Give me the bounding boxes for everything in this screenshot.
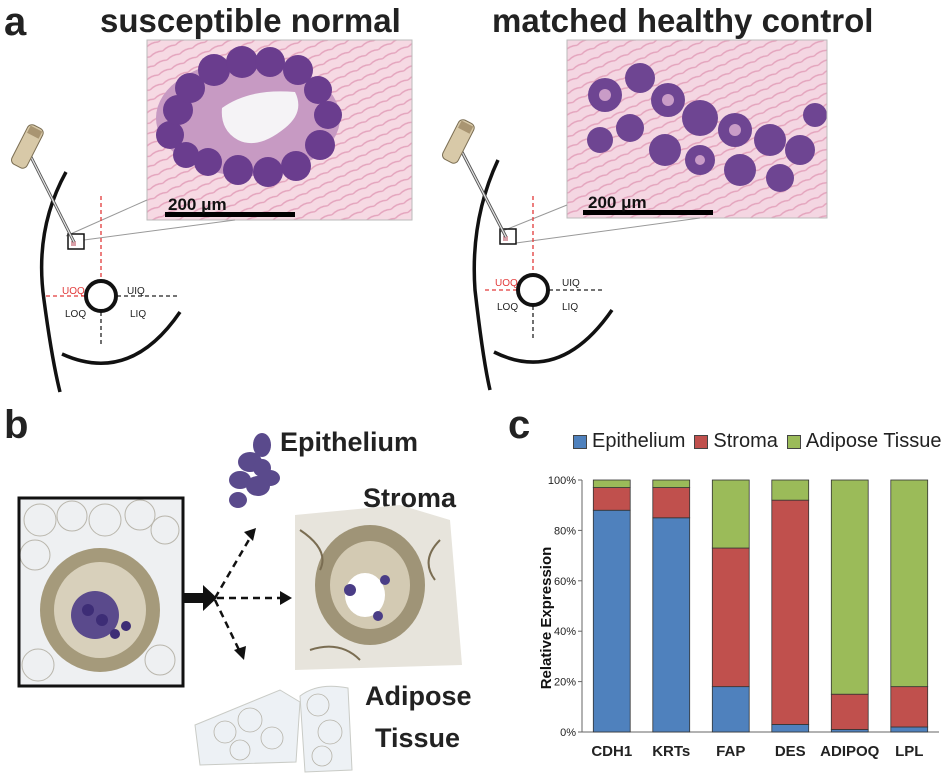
x-tick-label: ADIPOQ <box>820 743 880 760</box>
panel-b-letter: b <box>4 403 29 447</box>
bar-des-stroma <box>771 499 810 725</box>
left-breast-diagram <box>11 124 236 393</box>
y-axis-label: Relative Expression <box>538 547 555 690</box>
right-histology-image <box>566 39 828 219</box>
adipose-tissue-image <box>194 685 353 773</box>
bar-cdh1-adipose-tissue <box>592 479 631 488</box>
epithelium-fragments-image <box>229 433 280 508</box>
left-scale-label: 200 μm <box>168 195 227 214</box>
bar-fap-epithelium <box>711 686 750 733</box>
bar-cdh1-stroma <box>592 487 631 511</box>
right-uiq-label: UIQ <box>562 278 580 289</box>
right-title: matched healthy control <box>492 2 874 39</box>
y-tick-label: 100% <box>548 475 576 487</box>
right-liq-label: LIQ <box>562 302 578 313</box>
left-uoq-label: UOQ <box>62 286 85 297</box>
legend-epithelium-swatch <box>573 434 587 449</box>
y-tick-label: 20% <box>554 677 576 689</box>
y-tick-label: 40% <box>554 626 576 638</box>
legend-adipose-label: Adipose Tissue <box>805 430 942 452</box>
right-breast-diagram <box>442 119 701 391</box>
right-uoq-label: UOQ <box>495 278 518 289</box>
left-loq-label: LOQ <box>65 309 86 320</box>
bar-lpl-epithelium <box>890 726 929 733</box>
tissue-section-image <box>17 496 185 688</box>
x-tick-label: LPL <box>895 743 923 760</box>
bar-krts-adipose-tissue <box>652 479 691 488</box>
y-tick-label: 0% <box>560 727 576 739</box>
left-uiq-label: UIQ <box>127 286 145 297</box>
right-scale-label: 200 μm <box>588 193 647 212</box>
y-tick-label: 60% <box>554 576 576 588</box>
bar-des-adipose-tissue <box>771 479 810 501</box>
epithelium-label: Epithelium <box>280 427 419 457</box>
x-tick-label: FAP <box>716 743 745 760</box>
stacked-bar-chart: Relative Expression 0% 20% 40% 60% 80% 100% CD… <box>538 475 939 760</box>
bar-cdh1-epithelium <box>592 509 631 733</box>
panel-b-figure <box>17 433 462 773</box>
adipose-label-line2: Tissue <box>374 723 460 753</box>
panel-a-figure: 200 μm 200 μm <box>11 39 828 393</box>
bar-fap-stroma <box>711 547 750 688</box>
left-histology-image <box>146 39 413 221</box>
chart-legend: Epithelium Stroma Adipose Tissue <box>573 430 942 453</box>
stroma-image <box>295 505 462 670</box>
panel-c-letter: c <box>508 403 531 447</box>
legend-epithelium-label: Epithelium <box>592 430 686 452</box>
bar-des-epithelium <box>771 724 810 733</box>
bar-krts-stroma <box>652 487 691 519</box>
right-loq-label: LOQ <box>497 302 518 313</box>
x-tick-label: CDH1 <box>591 743 632 760</box>
bar-adipoq-stroma <box>830 693 869 730</box>
panel-a-letter: a <box>4 0 27 44</box>
x-tick-label: KRTs <box>652 743 690 760</box>
bar-lpl-stroma <box>890 686 929 728</box>
left-liq-label: LIQ <box>130 309 146 320</box>
legend-stroma: Stroma <box>694 430 778 453</box>
legend-adipose-swatch <box>786 434 801 449</box>
bar-fap-adipose-tissue <box>711 479 750 549</box>
legend-stroma-label: Stroma <box>713 430 778 452</box>
legend-epithelium: Epithelium <box>573 430 685 453</box>
left-title: susceptible normal <box>100 2 401 39</box>
bar-adipoq-adipose-tissue <box>830 479 869 695</box>
x-tick-label: DES <box>775 743 806 760</box>
adipose-label-line1: Adipose <box>365 681 472 711</box>
legend-adipose: Adipose Tissue <box>786 430 942 453</box>
bar-krts-epithelium <box>652 517 691 733</box>
legend-stroma-swatch <box>694 434 709 449</box>
bar-lpl-adipose-tissue <box>890 479 929 688</box>
y-tick-label: 80% <box>554 525 576 537</box>
